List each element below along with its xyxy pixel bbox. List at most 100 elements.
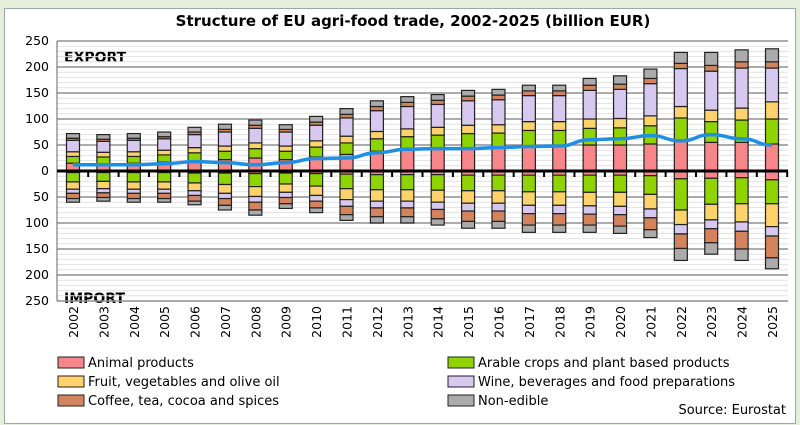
import-bar-segment	[552, 213, 567, 226]
export-bar-segment	[673, 51, 688, 64]
export-bar-segment	[309, 146, 324, 158]
export-bar-segment	[217, 145, 233, 152]
import-bar-segment	[96, 188, 111, 194]
legend-label: Wine, beverages and food preparations	[478, 375, 735, 390]
export-bar-segment	[491, 99, 506, 126]
export-bar-segment	[734, 141, 749, 172]
import-bar-segment	[704, 203, 719, 221]
import-bar-segment	[430, 189, 445, 203]
import-bar-segment	[582, 174, 597, 193]
export-bar-segment	[248, 127, 263, 144]
export-bar-segment	[734, 67, 749, 109]
x-tick-label: 2010	[309, 306, 324, 338]
import-bar-segment	[764, 226, 780, 237]
export-bar-segment	[643, 143, 658, 172]
import-bar-segment	[157, 188, 172, 194]
import-bar-segment	[157, 197, 172, 203]
y-tick-label: 250	[25, 293, 49, 308]
export-bar-segment	[704, 141, 719, 172]
import-bar-segment	[460, 210, 476, 223]
legend-label: Fruit, vegetables and olive oil	[88, 375, 280, 390]
import-bar-segment	[612, 205, 628, 216]
export-bar-segment	[673, 117, 688, 142]
import-bar-segment	[491, 202, 506, 212]
import-bar-segment	[673, 223, 688, 235]
y-tick-label: 200	[25, 59, 49, 74]
y-tick-label: 100	[25, 215, 49, 230]
import-bar-segment	[643, 229, 658, 239]
import-bar-segment	[643, 175, 658, 195]
import-bar-segment	[339, 214, 354, 221]
import-bar-segment	[309, 207, 324, 214]
import-bar-segment	[400, 216, 415, 224]
import-bar-segment	[278, 191, 293, 199]
import-bar-segment	[157, 171, 172, 183]
import-bar-segment	[400, 189, 415, 202]
x-tick-label: 2009	[279, 306, 294, 338]
import-bar-segment	[491, 174, 506, 192]
export-bar-segment	[552, 94, 567, 123]
import-bar-segment	[612, 191, 628, 207]
import-bar-segment	[764, 179, 780, 205]
export-bar-segment	[764, 67, 780, 103]
import-bar-segment	[369, 189, 385, 202]
export-bar-segment	[673, 140, 688, 172]
import-bar-segment	[339, 188, 354, 201]
import-bar-segment	[339, 205, 354, 216]
import-bar-segment	[217, 192, 233, 200]
export-bar-segment	[612, 127, 628, 146]
legend-swatch	[447, 375, 475, 388]
export-bar-segment	[704, 51, 719, 67]
legend-swatch	[57, 356, 85, 369]
import-bar-segment	[643, 208, 658, 219]
import-bar-segment	[65, 171, 81, 183]
import-bar-segment	[187, 200, 202, 206]
import-bar-segment	[734, 221, 749, 232]
import-bar-segment	[704, 219, 719, 230]
export-bar-segment	[673, 62, 688, 70]
import-bar-segment	[521, 213, 536, 226]
legend-label: Non-edible	[478, 394, 548, 409]
y-tick-label: 200	[25, 267, 49, 282]
import-bar-segment	[369, 174, 385, 191]
export-bar-segment	[612, 88, 628, 120]
export-bar-segment	[400, 96, 415, 103]
export-bar-segment	[400, 128, 415, 138]
export-bar-segment	[460, 124, 476, 135]
import-bar-segment	[612, 214, 628, 227]
import-bar-segment	[187, 194, 202, 202]
import-bar-segment	[673, 178, 688, 211]
import-bar-segment	[126, 197, 141, 203]
x-tick-label: 2019	[583, 306, 598, 338]
export-bar-segment	[369, 138, 385, 152]
y-tick-label: 0	[41, 163, 49, 178]
export-bar-segment	[369, 100, 385, 108]
import-bar-segment	[217, 204, 233, 211]
import-bar-segment	[369, 207, 385, 218]
export-bar-segment	[96, 151, 111, 158]
export-bar-segment	[552, 120, 567, 132]
export-bar-segment	[126, 139, 141, 153]
y-tick-label: 150	[25, 85, 49, 100]
import-bar-segment	[764, 203, 780, 228]
export-bar-segment	[643, 68, 658, 80]
export-bar-segment	[309, 115, 324, 123]
x-tick-label: 2006	[188, 306, 203, 338]
export-bar-segment	[460, 89, 476, 97]
export-bar-segment	[734, 49, 749, 63]
export-bar-segment	[582, 77, 597, 86]
export-bar-segment	[400, 101, 415, 108]
export-bar-segment	[309, 124, 324, 142]
y-tick-label: 100	[25, 111, 49, 126]
export-bar-segment	[430, 148, 445, 172]
import-bar-segment	[643, 217, 658, 231]
y-tick-label: 50	[33, 137, 49, 152]
import-bar-segment	[96, 180, 111, 190]
import-bar-segment	[217, 197, 233, 206]
x-tick-label: 2021	[643, 306, 658, 338]
export-bar-segment	[217, 150, 233, 161]
export-bar-segment	[126, 151, 141, 158]
legend-swatch	[447, 356, 475, 369]
import-bar-segment	[157, 181, 172, 190]
